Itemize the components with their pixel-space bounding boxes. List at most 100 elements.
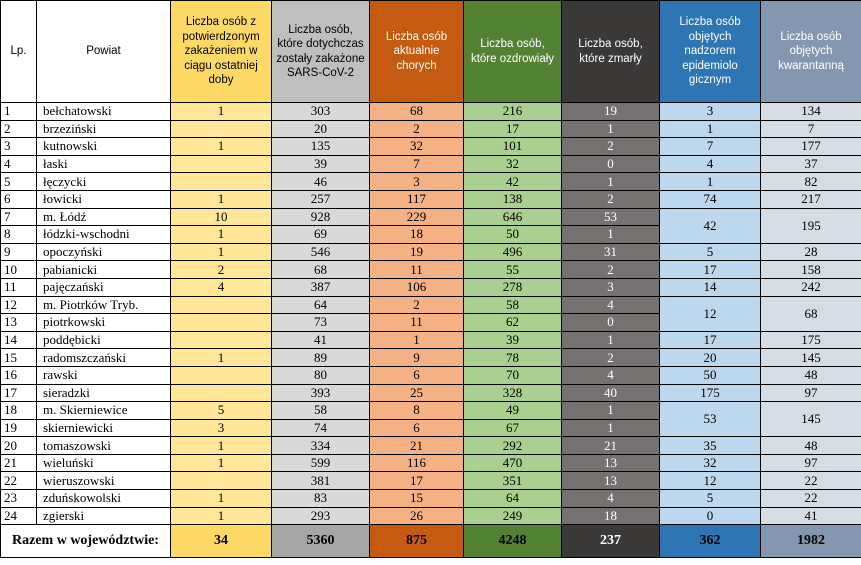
total-chorzy: 875 bbox=[369, 524, 464, 559]
row-kwarantanna: 145 bbox=[760, 348, 861, 367]
row-powiat: brzeziński bbox=[36, 119, 171, 139]
row-chorzy: 117 bbox=[369, 189, 464, 209]
total-zmarli: 237 bbox=[561, 524, 660, 559]
row-ozdrowiali: 351 bbox=[463, 471, 562, 491]
row-zmarli: 18 bbox=[561, 506, 660, 526]
table-row: 13 piotrkowski 73 11 62 0 bbox=[0, 313, 861, 332]
row-chorzy: 17 bbox=[369, 471, 464, 491]
row-powiat: m. Skierniewice bbox=[36, 401, 171, 420]
row-zmarli: 2 bbox=[561, 137, 660, 156]
row-zakazeni-ogolem: 64 bbox=[271, 295, 370, 315]
table-row: 7 m. Łódź 10 928 229 646 53 42 195 bbox=[0, 207, 861, 244]
row-chorzy: 19 bbox=[369, 242, 464, 262]
row-nadzor: 50 bbox=[659, 365, 761, 385]
row-nadzor: 53 bbox=[659, 401, 761, 438]
total-zakazeni-doba: 34 bbox=[170, 524, 272, 559]
row-powiat: tomaszowski bbox=[36, 436, 171, 455]
row-kwarantanna: 242 bbox=[760, 277, 861, 297]
row-chorzy: 6 bbox=[369, 365, 464, 385]
row-nadzor: 3 bbox=[659, 102, 761, 121]
row-zakazeni-ogolem: 20 bbox=[271, 119, 370, 139]
row-chorzy: 116 bbox=[369, 453, 464, 473]
row-nadzor: 74 bbox=[659, 189, 761, 209]
row-zakazeni-ogolem: 334 bbox=[271, 436, 370, 455]
row-powiat: zduńskowolski bbox=[36, 489, 171, 508]
row-zakazeni-doba bbox=[170, 154, 272, 174]
row-lp: 14 bbox=[0, 330, 37, 350]
table-row: 6 łowicki 1 257 117 138 2 74 217 bbox=[0, 189, 861, 209]
row-zakazeni-ogolem: 74 bbox=[271, 418, 370, 438]
row-lp: 4 bbox=[0, 154, 37, 174]
row-chorzy: 21 bbox=[369, 436, 464, 455]
row-kwarantanna: 97 bbox=[760, 383, 861, 403]
row-powiat: łęczycki bbox=[36, 172, 171, 191]
row-chorzy: 11 bbox=[369, 260, 464, 279]
row-lp: 16 bbox=[0, 365, 37, 385]
row-zakazeni-ogolem: 387 bbox=[271, 277, 370, 297]
row-lp: 11 bbox=[0, 277, 37, 297]
row-lp: 20 bbox=[0, 436, 37, 455]
row-zakazeni-ogolem: 41 bbox=[271, 330, 370, 350]
row-powiat: pajęczański bbox=[36, 277, 171, 297]
row-powiat: zgierski bbox=[36, 506, 171, 526]
row-zakazeni-ogolem: 135 bbox=[271, 137, 370, 156]
row-powiat: łaski bbox=[36, 154, 171, 174]
row-kwarantanna: 48 bbox=[760, 365, 861, 385]
header-ozdrowiali: Liczba osób, które ozdrowiały bbox=[463, 0, 562, 103]
row-lp: 10 bbox=[0, 260, 37, 279]
row-nadzor: 14 bbox=[659, 277, 761, 297]
row-powiat: łowicki bbox=[36, 189, 171, 209]
row-lp: 7 bbox=[0, 207, 37, 227]
row-ozdrowiali: 292 bbox=[463, 436, 562, 455]
row-kwarantanna: 41 bbox=[760, 506, 861, 526]
header-chorzy: Liczba osób aktualnie chorych bbox=[369, 0, 464, 103]
row-chorzy: 25 bbox=[369, 383, 464, 403]
table-row: 3 kutnowski 1 135 32 101 2 7 177 bbox=[0, 137, 861, 156]
row-kwarantanna: 134 bbox=[760, 102, 861, 121]
row-lp: 5 bbox=[0, 172, 37, 191]
row-lp: 2 bbox=[0, 119, 37, 139]
row-zmarli: 1 bbox=[561, 119, 660, 139]
row-ozdrowiali: 67 bbox=[463, 418, 562, 438]
row-zakazeni-doba: 1 bbox=[170, 225, 272, 244]
row-zakazeni-ogolem: 293 bbox=[271, 506, 370, 526]
row-powiat: łódzki-wschodni bbox=[36, 225, 171, 244]
row-nadzor: 7 bbox=[659, 137, 761, 156]
row-lp: 13 bbox=[0, 313, 37, 332]
row-chorzy: 11 bbox=[369, 313, 464, 332]
row-ozdrowiali: 328 bbox=[463, 383, 562, 403]
row-zmarli: 0 bbox=[561, 154, 660, 174]
table-row: 10 pabianicki 2 68 11 55 2 17 158 bbox=[0, 260, 861, 279]
row-lp: 12 bbox=[0, 295, 37, 315]
row-nadzor: 32 bbox=[659, 453, 761, 473]
row-lp: 15 bbox=[0, 348, 37, 367]
row-lp: 6 bbox=[0, 189, 37, 209]
header-kwarantanna: Liczba osób objętych kwarantanną bbox=[760, 0, 861, 103]
row-lp: 22 bbox=[0, 471, 37, 491]
table-row: 2 brzeziński 20 2 17 1 1 7 bbox=[0, 119, 861, 139]
row-chorzy: 6 bbox=[369, 418, 464, 438]
table-row: 20 tomaszowski 1 334 21 292 21 35 48 bbox=[0, 436, 861, 455]
row-ozdrowiali: 249 bbox=[463, 506, 562, 526]
row-kwarantanna: 48 bbox=[760, 436, 861, 455]
row-kwarantanna: 158 bbox=[760, 260, 861, 279]
row-lp: 19 bbox=[0, 418, 37, 438]
row-nadzor: 175 bbox=[659, 383, 761, 403]
row-zakazeni-doba: 1 bbox=[170, 242, 272, 262]
row-zmarli: 2 bbox=[561, 348, 660, 367]
table-row: 22 wieruszowski 381 17 351 13 12 22 bbox=[0, 471, 861, 491]
row-ozdrowiali: 138 bbox=[463, 189, 562, 209]
row-zakazeni-doba: 1 bbox=[170, 137, 272, 156]
row-zmarli: 4 bbox=[561, 489, 660, 508]
row-zakazeni-ogolem: 68 bbox=[271, 260, 370, 279]
row-nadzor: 17 bbox=[659, 260, 761, 279]
row-ozdrowiali: 70 bbox=[463, 365, 562, 385]
row-nadzor: 42 bbox=[659, 207, 761, 244]
row-powiat: opoczyński bbox=[36, 242, 171, 262]
row-zakazeni-doba bbox=[170, 295, 272, 315]
row-kwarantanna: 22 bbox=[760, 471, 861, 491]
row-chorzy: 9 bbox=[369, 348, 464, 367]
row-ozdrowiali: 64 bbox=[463, 489, 562, 508]
header-zakazeni-doba: Liczba osób z potwierdzonym zakażeniem w… bbox=[170, 0, 272, 103]
row-nadzor: 4 bbox=[659, 154, 761, 174]
